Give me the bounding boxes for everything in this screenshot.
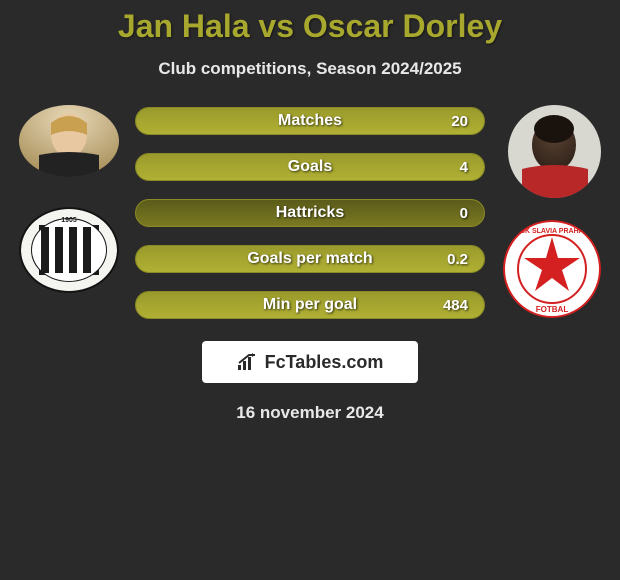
stat-label: Goals: [136, 158, 484, 176]
player-right-club-badge: SK SLAVIA PRAHA FOTBAL: [503, 220, 601, 318]
stat-label: Goals per match: [136, 250, 484, 268]
player-left-avatar: [19, 105, 119, 177]
stat-bar-goals-per-match: Goals per match 0.2: [135, 245, 485, 273]
branding-badge: FcTables.com: [202, 341, 418, 383]
player-left-column: 1905: [15, 105, 135, 293]
stats-column: Matches 20 Goals 4 Hattricks 0 Goals per…: [135, 105, 485, 319]
stat-bar-hattricks: Hattricks 0: [135, 199, 485, 227]
player-left-club-badge: 1905: [19, 207, 119, 293]
stat-label: Matches: [136, 112, 484, 130]
stat-value-right: 0.2: [447, 251, 468, 268]
svg-text:1905: 1905: [61, 217, 77, 224]
player-right-column: SK SLAVIA PRAHA FOTBAL: [485, 105, 605, 318]
stat-value-right: 4: [460, 159, 468, 176]
stat-value-right: 484: [443, 297, 468, 314]
svg-text:SK SLAVIA PRAHA: SK SLAVIA PRAHA: [520, 228, 583, 235]
stat-bar-min-per-goal: Min per goal 484: [135, 291, 485, 319]
date-line: 16 november 2024: [0, 403, 620, 423]
main-row: 1905 Matches 20 Goals 4 Hattricks 0: [0, 105, 620, 319]
comparison-card: Jan Hala vs Oscar Dorley Club competitio…: [0, 0, 620, 423]
stat-bar-goals: Goals 4: [135, 153, 485, 181]
stat-bar-matches: Matches 20: [135, 107, 485, 135]
chart-icon: [237, 353, 259, 371]
page-title: Jan Hala vs Oscar Dorley: [0, 8, 620, 45]
stat-label: Hattricks: [136, 204, 484, 222]
stat-value-right: 20: [451, 113, 468, 130]
stat-label: Min per goal: [136, 296, 484, 314]
player-right-avatar: [508, 105, 601, 198]
subtitle: Club competitions, Season 2024/2025: [0, 59, 620, 79]
stat-value-right: 0: [460, 205, 468, 222]
svg-text:FOTBAL: FOTBAL: [536, 305, 569, 314]
branding-text: FcTables.com: [265, 352, 384, 373]
